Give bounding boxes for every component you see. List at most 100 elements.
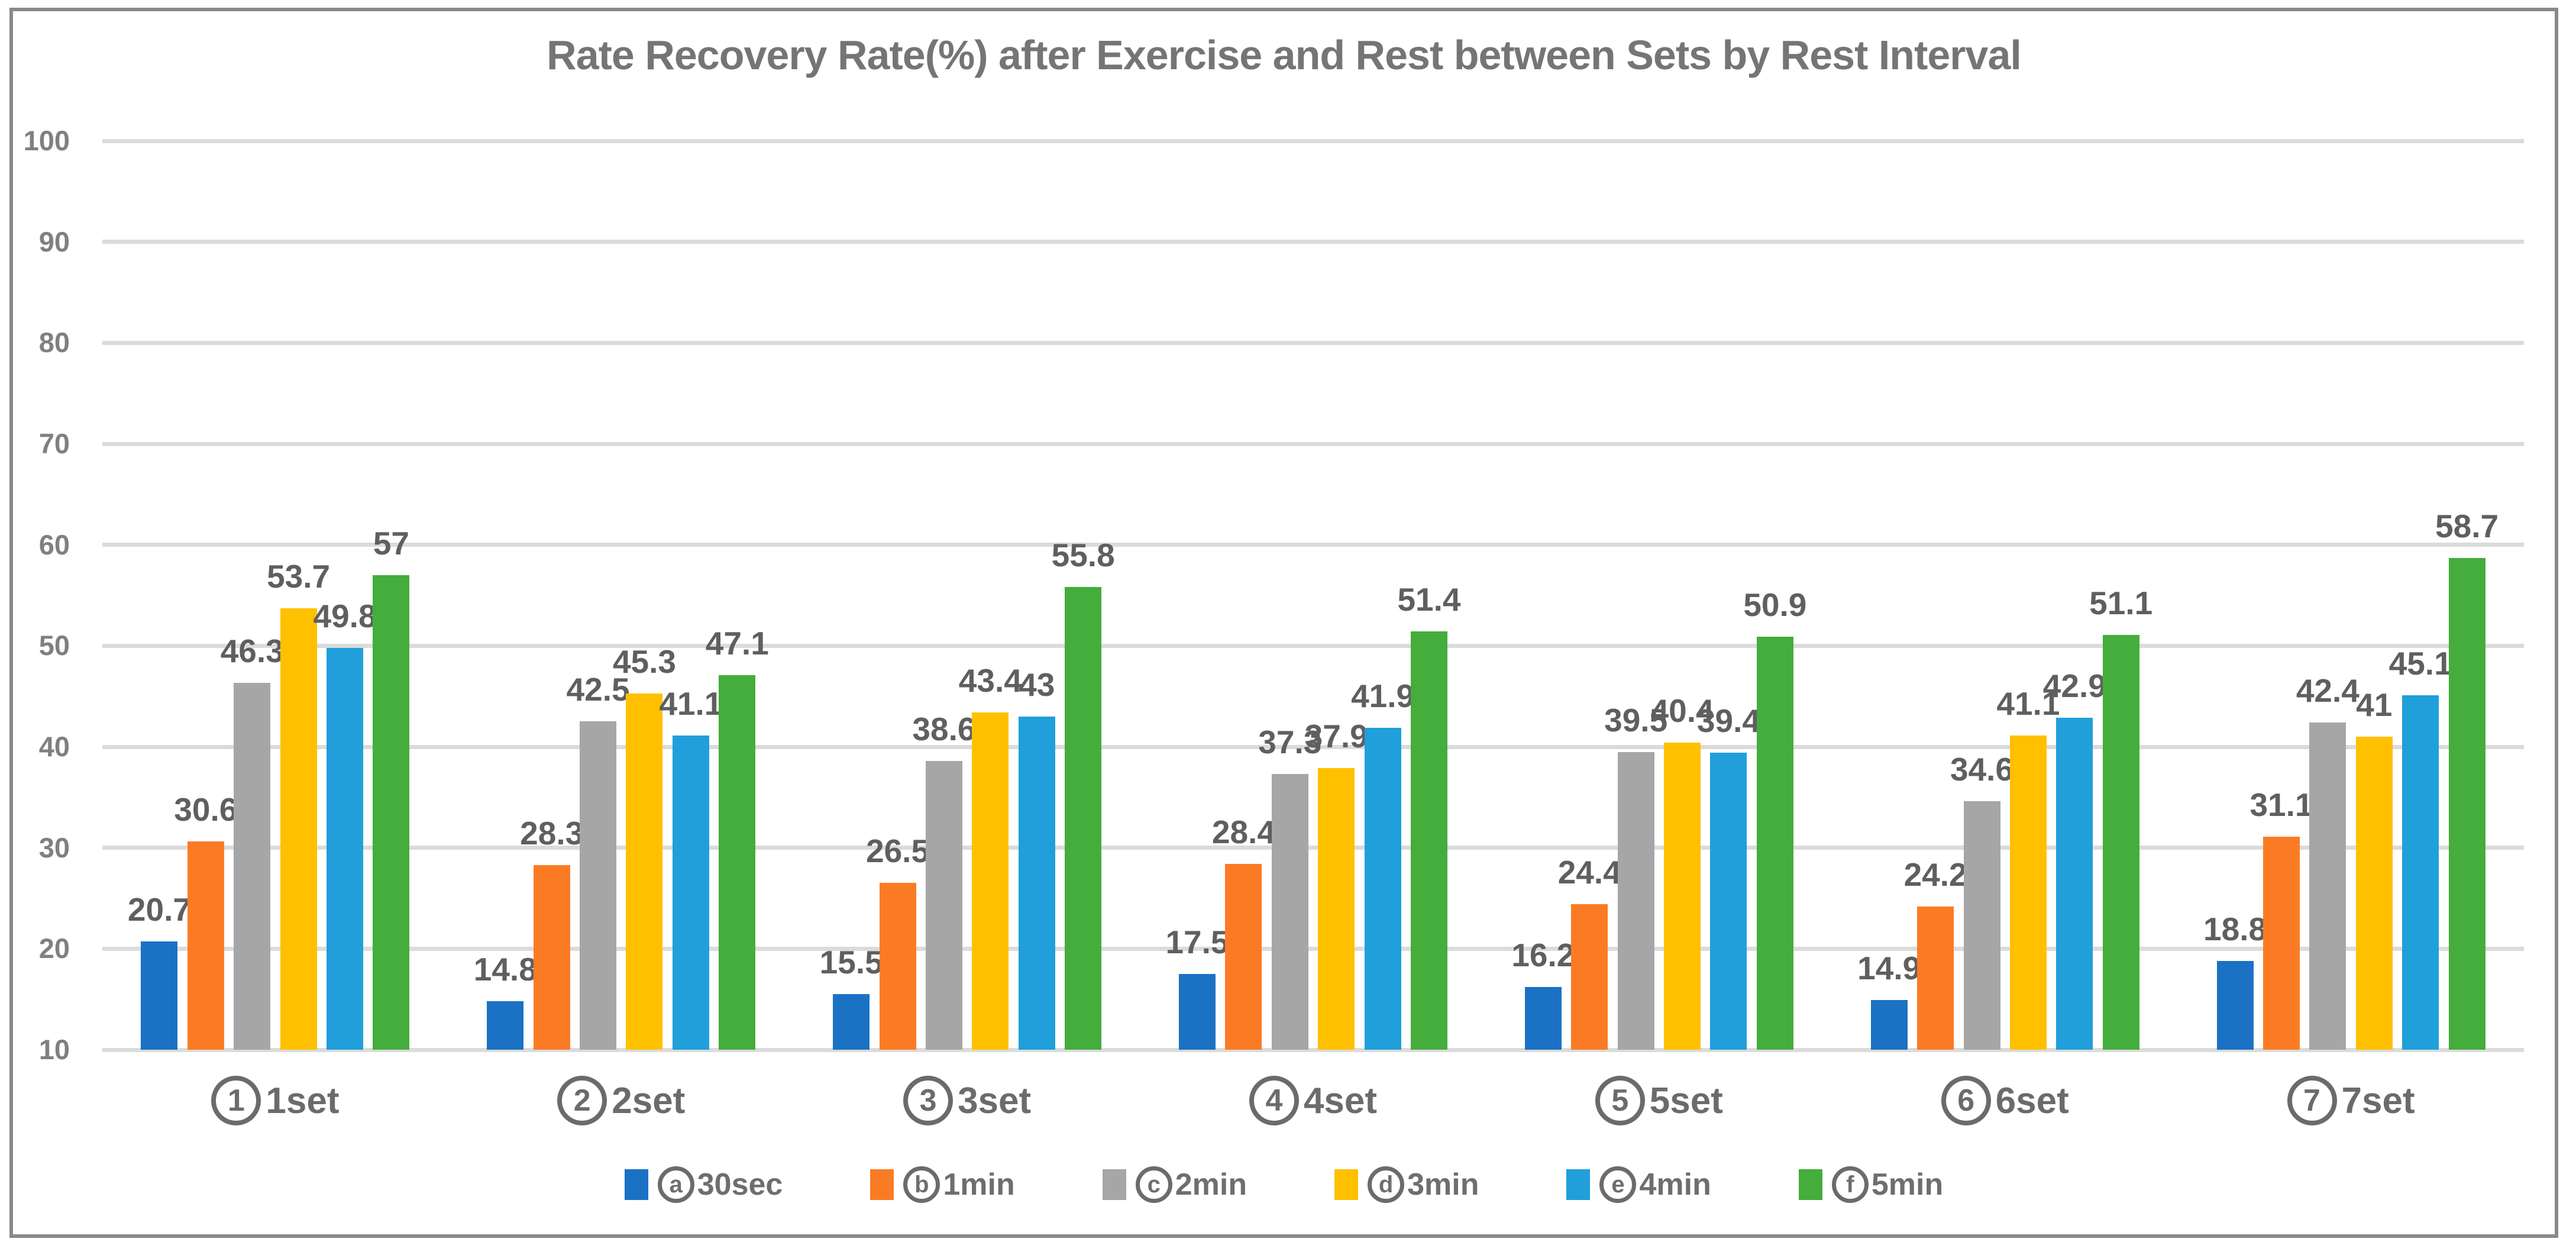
- y-axis-tick-label: 60: [38, 528, 70, 560]
- y-axis-tick-label: 90: [38, 225, 70, 257]
- gridline-10: [102, 1047, 2524, 1052]
- bar-value-label: 47.1: [705, 624, 769, 662]
- legend-label: b 1min: [903, 1166, 1015, 1203]
- bar-value-label: 37.9: [1304, 717, 1368, 754]
- y-axis-tick-label: 50: [38, 630, 70, 662]
- bar-3min-2set: [626, 693, 663, 1050]
- bar-4min-2set: [672, 736, 709, 1050]
- category-label-text: 7set: [2341, 1080, 2415, 1121]
- bar-value-label: 41.9: [1351, 677, 1415, 714]
- bar-value-label: 42.5: [566, 671, 630, 708]
- legend-label: d 3min: [1368, 1166, 1479, 1203]
- bar-1min-3set: [879, 883, 916, 1050]
- gridline-60: [102, 543, 2524, 547]
- bar-value-label: 28.3: [520, 814, 584, 851]
- category-label-text: 5set: [1649, 1080, 1723, 1121]
- bar-3min-7set: [2355, 736, 2393, 1050]
- circled-number-icon: 1: [211, 1076, 261, 1125]
- bar-value-label: 17.5: [1165, 924, 1229, 960]
- y-axis-tick-label: 20: [38, 933, 70, 965]
- bar-2min-6set: [1963, 801, 2000, 1050]
- bar-4min-6set: [2056, 717, 2093, 1050]
- bar-value-label: 24.2: [1903, 856, 1967, 893]
- circled-number-icon: 4: [1249, 1076, 1299, 1125]
- bar-value-label: 43: [1019, 666, 1055, 703]
- category-label-4set: 4 4set: [1140, 1073, 1486, 1128]
- bar-3min-6set: [2009, 736, 2047, 1050]
- bar-value-label: 50.9: [1743, 586, 1807, 623]
- bar-value-label: 18.8: [2203, 910, 2267, 947]
- bar-5min-5set: [1756, 636, 1793, 1050]
- bar-5min-2set: [719, 675, 756, 1050]
- circled-letter-icon: c: [1135, 1166, 1172, 1203]
- y-axis-tick-label: 100: [23, 125, 70, 156]
- bar-30sec-3set: [833, 994, 870, 1050]
- y-axis-tick-label: 40: [38, 731, 70, 762]
- bar-3min-4set: [1318, 767, 1355, 1050]
- bar-4min-5set: [1710, 753, 1747, 1050]
- bar-value-label: 14.9: [1857, 950, 1921, 987]
- bar-30sec-2set: [487, 1001, 524, 1050]
- circled-letter-icon: b: [903, 1166, 940, 1203]
- bar-value-label: 49.8: [313, 597, 377, 634]
- gridline-70: [102, 441, 2524, 446]
- bar-3min-3set: [972, 712, 1009, 1050]
- bar-4min-1set: [327, 647, 364, 1050]
- circled-letter-icon: a: [657, 1166, 694, 1203]
- legend-label: c 2min: [1135, 1166, 1247, 1203]
- circled-letter-icon: f: [1831, 1166, 1869, 1203]
- legend-swatch-30sec: [624, 1169, 648, 1200]
- legend-swatch-3min: [1334, 1169, 1359, 1200]
- circled-letter-icon: d: [1368, 1166, 1405, 1203]
- bar-value-label: 24.4: [1557, 854, 1621, 891]
- bar-value-label: 46.3: [220, 633, 284, 670]
- bar-value-label: 16.2: [1511, 937, 1575, 974]
- bar-5min-3set: [1065, 587, 1102, 1050]
- bar-3min-5set: [1664, 743, 1701, 1050]
- bar-value-label: 42.4: [2296, 672, 2360, 709]
- bar-2min-2set: [580, 721, 617, 1050]
- gridline-80: [102, 340, 2524, 345]
- bar-value-label: 26.5: [866, 833, 930, 870]
- circled-number-icon: 6: [1941, 1076, 1991, 1125]
- legend-swatch-1min: [870, 1169, 894, 1200]
- bar-30sec-4set: [1179, 974, 1216, 1050]
- legend-label-text: 30sec: [697, 1167, 783, 1202]
- legend-label-text: 2min: [1175, 1167, 1247, 1202]
- bar-value-label: 41.1: [1996, 685, 2060, 722]
- bar-value-label: 40.4: [1650, 692, 1714, 730]
- bar-2min-5set: [1617, 751, 1654, 1050]
- bar-value-label: 31.1: [2249, 786, 2313, 823]
- category-label-1set: 1 1set: [102, 1073, 448, 1128]
- bar-1min-2set: [533, 865, 570, 1050]
- category-label-text: 3set: [958, 1080, 1032, 1121]
- category-label-text: 4set: [1303, 1080, 1378, 1121]
- bar-value-label: 58.7: [2435, 507, 2499, 544]
- bar-1min-6set: [1917, 906, 1954, 1050]
- bar-2min-1set: [234, 683, 271, 1050]
- bar-value-label: 15.5: [819, 944, 883, 981]
- bar-4min-7set: [2402, 695, 2439, 1050]
- legend-label-text: 5min: [1871, 1167, 1944, 1202]
- legend-item-5min: f 5min: [1798, 1166, 1944, 1203]
- category-label-5set: 5 5set: [1486, 1073, 1832, 1128]
- bar-value-label: 55.8: [1051, 537, 1115, 574]
- circled-letter-icon: e: [1599, 1166, 1637, 1203]
- category-label-text: 6set: [1995, 1080, 2069, 1121]
- bar-5min-4set: [1411, 631, 1447, 1050]
- bar-3min-1set: [280, 608, 317, 1050]
- bar-4min-3set: [1018, 716, 1055, 1050]
- legend-label-text: 4min: [1639, 1167, 1711, 1202]
- bar-30sec-1set: [141, 941, 178, 1050]
- chart-title: Rate Recovery Rate(%) after Exercise and…: [547, 32, 2022, 78]
- legend-label-text: 3min: [1407, 1167, 1479, 1202]
- bar-30sec-6set: [1870, 1000, 1908, 1050]
- bar-value-label: 39.5: [1604, 701, 1668, 738]
- gridline-20: [102, 946, 2524, 951]
- bar-value-label: 28.4: [1211, 813, 1275, 850]
- bar-value-label: 53.7: [267, 558, 331, 595]
- bar-value-label: 34.6: [1950, 751, 2014, 788]
- gridline-100: [102, 138, 2524, 143]
- circled-number-icon: 2: [557, 1076, 607, 1125]
- bar-4min-4set: [1364, 727, 1401, 1050]
